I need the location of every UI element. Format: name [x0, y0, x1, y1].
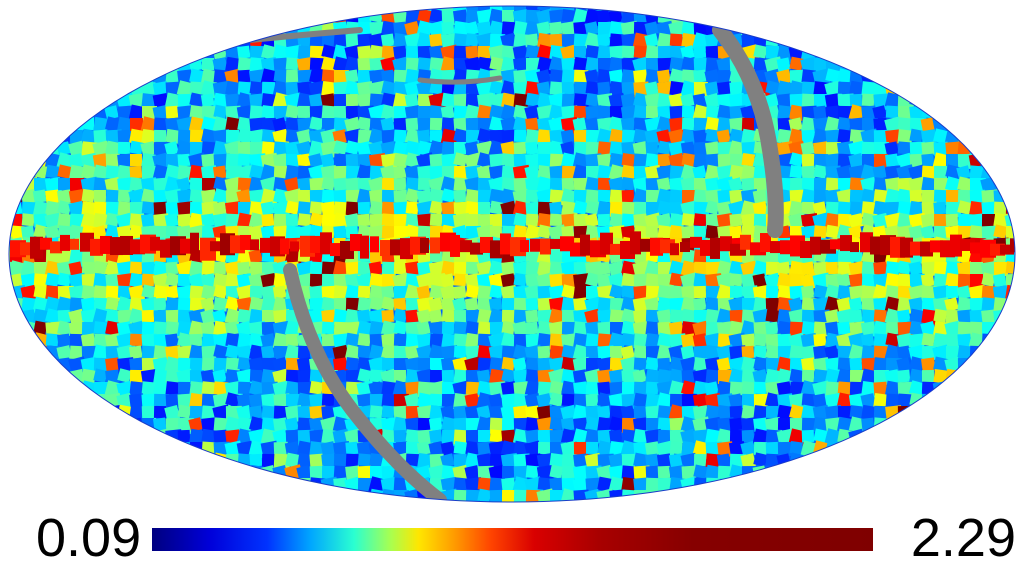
colorbar-max-label: 2.29: [910, 508, 1016, 568]
map-outline: [8, 5, 1016, 503]
colorbar-min-label: 0.09: [36, 508, 142, 568]
sky-map: [8, 5, 1016, 503]
colorbar: [152, 528, 873, 551]
